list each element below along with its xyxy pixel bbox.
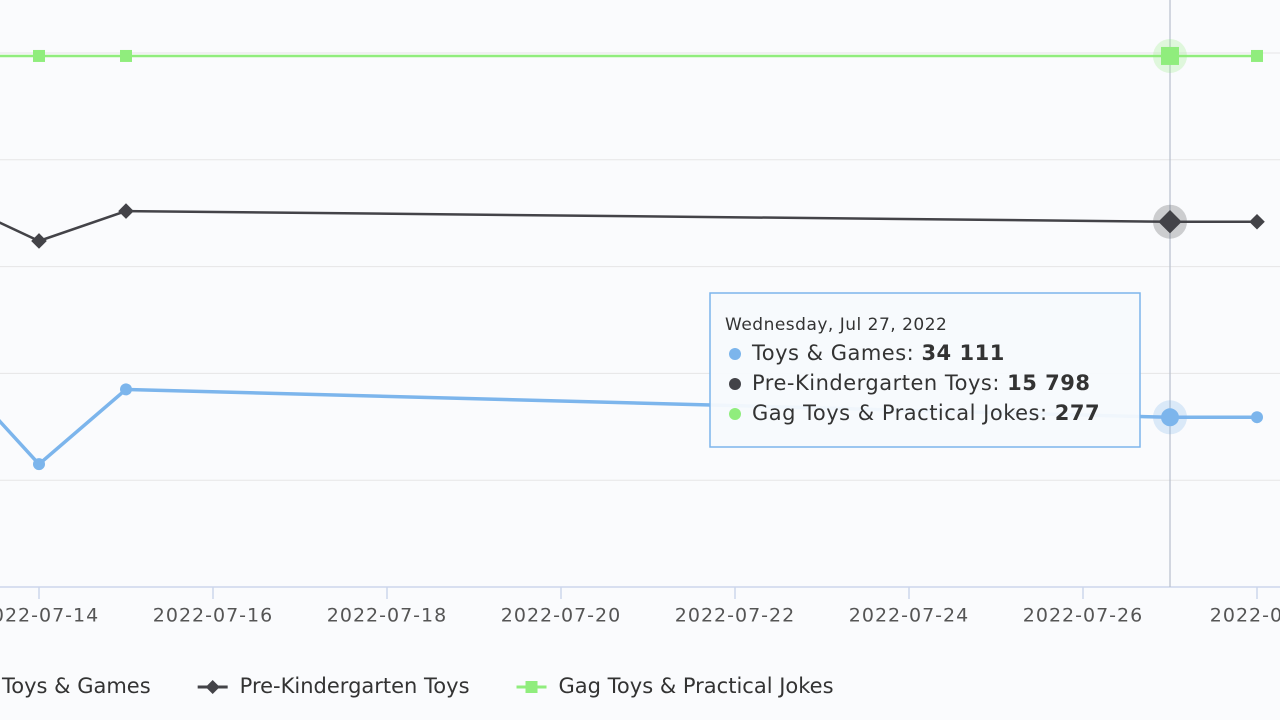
tooltip-series-name: Toys & Games <box>751 341 907 365</box>
tooltip-dot <box>729 378 741 390</box>
tooltip-row: Toys & Games: 34 111 <box>751 341 1005 365</box>
point-marker <box>1161 408 1179 427</box>
legend-item[interactable]: Toys & Games <box>0 674 151 698</box>
point-marker <box>120 49 132 62</box>
point-marker <box>33 458 45 471</box>
legend-item[interactable]: Gag Toys & Practical Jokes <box>516 674 834 698</box>
x-tick-label: 2022-0... <box>1210 605 1280 627</box>
x-tick-label: 2022-07-22 <box>675 605 795 627</box>
separator: : <box>907 341 922 365</box>
series-line <box>0 209 1258 243</box>
tooltip-value: 277 <box>1055 401 1100 425</box>
x-tick-label: 2022-07-16 <box>153 605 273 627</box>
point-marker <box>33 49 45 62</box>
x-tick-label: 2022-07-18 <box>327 605 447 627</box>
point-marker <box>31 233 47 249</box>
tooltip-box <box>709 292 1141 448</box>
point-marker <box>1251 411 1263 424</box>
tooltip-series-name: Pre-Kindergarten Toys <box>752 371 992 395</box>
point-marker <box>1251 49 1263 62</box>
legend-item[interactable]: Pre-Kindergarten Toys <box>197 674 470 698</box>
x-tick-label: 2022-07-24 <box>849 605 969 627</box>
tooltip-dot <box>729 408 741 420</box>
point-marker <box>1161 46 1179 65</box>
separator: : <box>1040 401 1055 425</box>
legend-symbol <box>525 681 538 693</box>
tooltip: Wednesday, Jul 27, 2022 Toys & Games: 34 … <box>709 292 1141 448</box>
tooltip-value: 15 798 <box>1007 371 1090 395</box>
tooltip-title: Wednesday, Jul 27, 2022 <box>725 315 947 335</box>
legend-label[interactable]: Gag Toys & Practical Jokes <box>559 674 834 698</box>
tooltip-series-name: Gag Toys & Practical Jokes <box>752 401 1040 425</box>
point-marker <box>118 203 134 219</box>
point-marker <box>1249 213 1265 230</box>
legend-label[interactable]: Pre-Kindergarten Toys <box>240 674 470 698</box>
series <box>0 203 1265 249</box>
series <box>0 38 1263 73</box>
point-marker <box>1158 210 1182 234</box>
series <box>0 383 1263 471</box>
tooltip-dot <box>729 348 741 360</box>
legend-label[interactable]: Toys & Games <box>1 674 151 698</box>
x-tick-label: 2022-07-20 <box>501 605 621 627</box>
separator: : <box>992 371 1007 395</box>
tooltip-row: Gag Toys & Practical Jokes: 277 <box>752 401 1100 425</box>
x-tick-label: 2022-07-14 <box>0 605 99 627</box>
tooltip-row: Pre-Kindergarten Toys: 15 798 <box>752 371 1090 395</box>
legend-symbol <box>205 680 220 694</box>
tooltip-value: 34 111 <box>921 341 1004 365</box>
x-tick-label: 2022-07-26 <box>1023 605 1143 627</box>
point-marker <box>120 383 132 396</box>
